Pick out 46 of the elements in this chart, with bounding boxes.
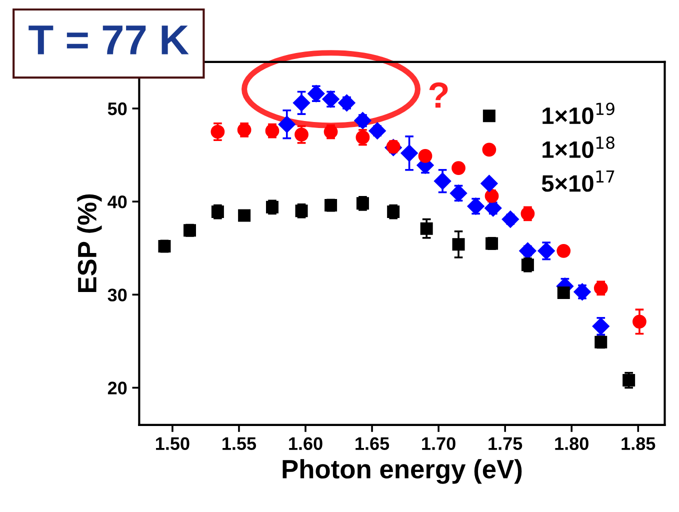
point <box>434 172 452 190</box>
point <box>557 286 570 300</box>
point <box>294 128 308 142</box>
x-axis-title: Photon energy (eV) <box>282 459 522 484</box>
y-tick-label: 20 <box>108 382 127 394</box>
point <box>452 161 466 176</box>
annotation: ? <box>429 82 448 108</box>
point <box>210 124 225 139</box>
y-tick-label: 30 <box>108 288 127 302</box>
point <box>338 94 356 112</box>
point <box>632 314 646 329</box>
point <box>292 94 310 112</box>
point <box>574 283 591 300</box>
legend-label: 5×10$^{17}$ <box>542 170 614 192</box>
legend-label: 1×10$^{18}$ <box>542 136 614 158</box>
point <box>622 374 636 387</box>
x-tick-label: 1.70 <box>422 437 456 450</box>
point <box>452 238 465 251</box>
point <box>400 144 418 162</box>
point <box>502 210 519 228</box>
point <box>354 112 372 130</box>
x-tick-label: 1.65 <box>356 437 390 450</box>
y-tick-label: 40 <box>108 196 127 208</box>
x-tick-label: 1.55 <box>222 437 256 450</box>
x-tick-label: 1.60 <box>289 437 322 450</box>
point <box>519 242 536 260</box>
point <box>556 244 571 258</box>
point <box>420 222 433 235</box>
y-tick-label: 50 <box>108 102 127 116</box>
point <box>308 85 325 102</box>
y-axis-title: ESP (%) <box>77 194 102 292</box>
point <box>450 184 468 202</box>
x-tick-label: 1.75 <box>488 437 522 450</box>
text: T = 77 K <box>28 26 189 54</box>
point <box>467 198 484 215</box>
x-tick-label: 1.80 <box>555 437 588 450</box>
point <box>368 122 386 140</box>
point <box>278 116 296 133</box>
point <box>538 242 555 260</box>
point <box>322 90 340 108</box>
x-tick-label: 1.85 <box>622 437 656 450</box>
point <box>238 209 251 222</box>
x-tick-label: 1.50 <box>156 437 190 450</box>
legend-label: 1×10$^{19}$ <box>542 102 614 124</box>
point <box>418 149 432 163</box>
point <box>592 318 610 335</box>
